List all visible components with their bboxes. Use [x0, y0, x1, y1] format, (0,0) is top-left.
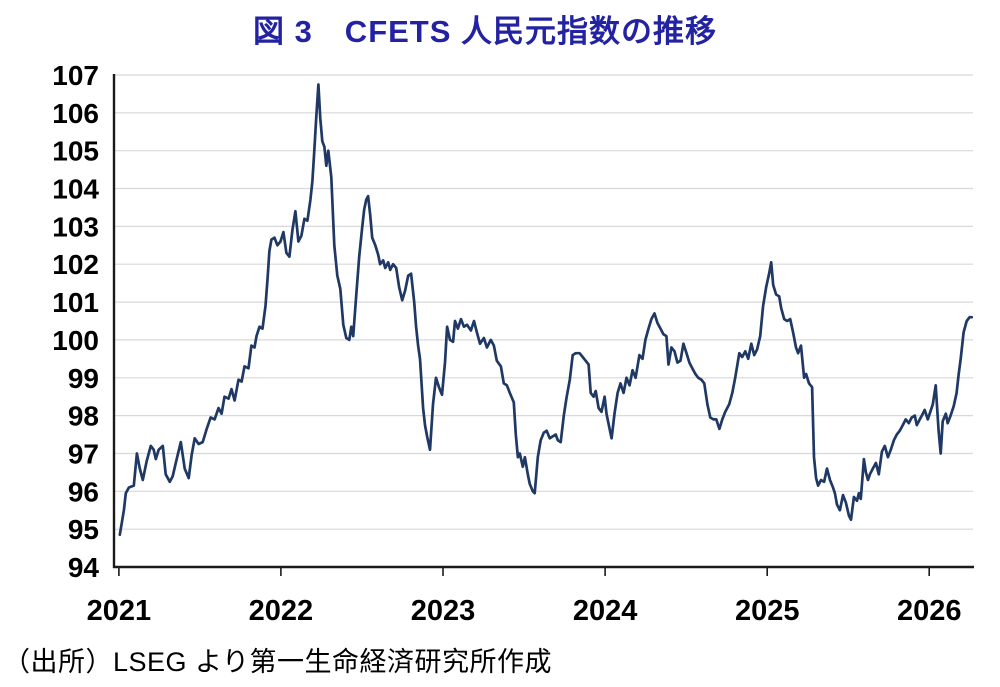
y-axis-label: 99: [68, 363, 99, 394]
figure-title: 図 3 CFETS 人民元指数の推移: [252, 14, 718, 49]
trend-line: [118, 83, 974, 537]
y-axis-label: 104: [52, 174, 99, 205]
source-note: （出所）LSEG より第一生命経済研究所作成: [3, 647, 552, 677]
y-axis-label: 100: [52, 325, 99, 356]
y-axis-label: 105: [52, 136, 99, 167]
y-axis-label: 95: [68, 514, 99, 545]
x-axis-label: 2022: [249, 595, 314, 627]
y-axis-label: 97: [68, 439, 99, 470]
y-axis-label: 101: [52, 287, 99, 318]
x-axis-label: 2024: [573, 595, 638, 627]
y-axis-label: 96: [68, 476, 99, 507]
y-axis-label: 94: [68, 552, 100, 583]
y-axis-label: 107: [52, 60, 99, 91]
y-axis-label: 98: [68, 401, 99, 432]
x-axis-label: 2021: [87, 595, 152, 627]
x-axis-label: 2023: [411, 595, 476, 627]
x-axis-label: 2025: [735, 595, 800, 627]
y-axis-label: 103: [52, 211, 99, 242]
y-axis-label: 106: [52, 98, 99, 129]
x-axis-label: 2026: [897, 595, 962, 627]
y-axis-label: 102: [52, 249, 99, 280]
